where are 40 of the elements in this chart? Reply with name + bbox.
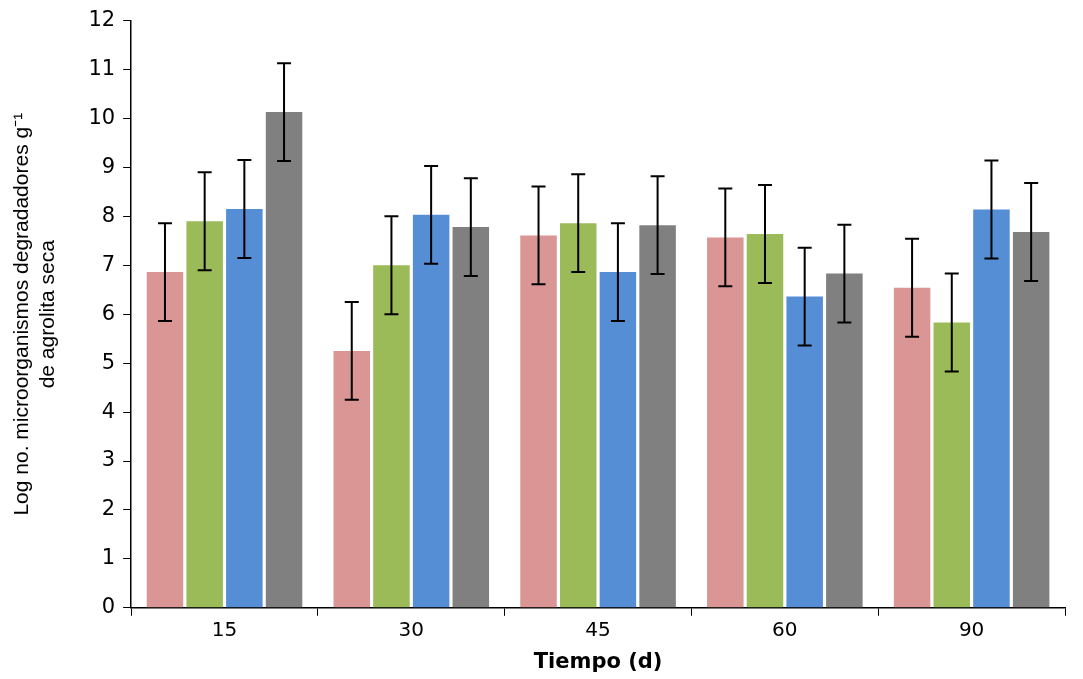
y-tick-label: 2	[101, 496, 116, 521]
y-tick-label: 8	[101, 202, 116, 227]
y-tick-label: 0	[101, 594, 116, 619]
y-tick-label: 4	[101, 398, 116, 423]
bar	[186, 221, 223, 608]
y-tick-label: 6	[101, 300, 116, 325]
bar	[893, 287, 931, 608]
bar	[973, 209, 1010, 608]
bar	[599, 272, 637, 608]
x-tick-label: 30	[398, 617, 425, 641]
x-tick-label: 90	[958, 617, 985, 641]
x-axis-title: Tiempo (d)	[533, 648, 663, 673]
bar	[786, 296, 823, 608]
bar	[373, 265, 410, 608]
y-tick-label: 1	[101, 545, 116, 570]
y-tick-label: 12	[88, 7, 116, 32]
x-tick-label: 15	[211, 617, 238, 641]
y-tick-label: 7	[101, 251, 116, 276]
bar	[226, 208, 263, 608]
bar	[746, 233, 784, 608]
y-axis-title: Log no. microorganismos degradadores g⁻¹ de agrolita seca	[9, 112, 58, 516]
bar	[826, 273, 863, 608]
bar	[639, 225, 676, 608]
x-tick-label: 45	[585, 617, 611, 641]
y-tick-label: 11	[88, 55, 116, 80]
bar	[452, 227, 490, 608]
y-tick-label: 3	[101, 447, 116, 472]
y-tick-label: 10	[88, 104, 116, 129]
bar	[933, 322, 971, 608]
bar	[146, 272, 184, 608]
y-tick-label: 5	[101, 349, 116, 374]
bar	[559, 223, 597, 608]
bar	[707, 237, 744, 608]
bar	[520, 235, 557, 608]
bar	[333, 350, 371, 608]
y-tick-label: 9	[101, 153, 116, 178]
bar	[412, 214, 450, 608]
bar	[265, 112, 303, 608]
bar	[1012, 231, 1050, 608]
x-tick-label: 60	[772, 617, 798, 641]
